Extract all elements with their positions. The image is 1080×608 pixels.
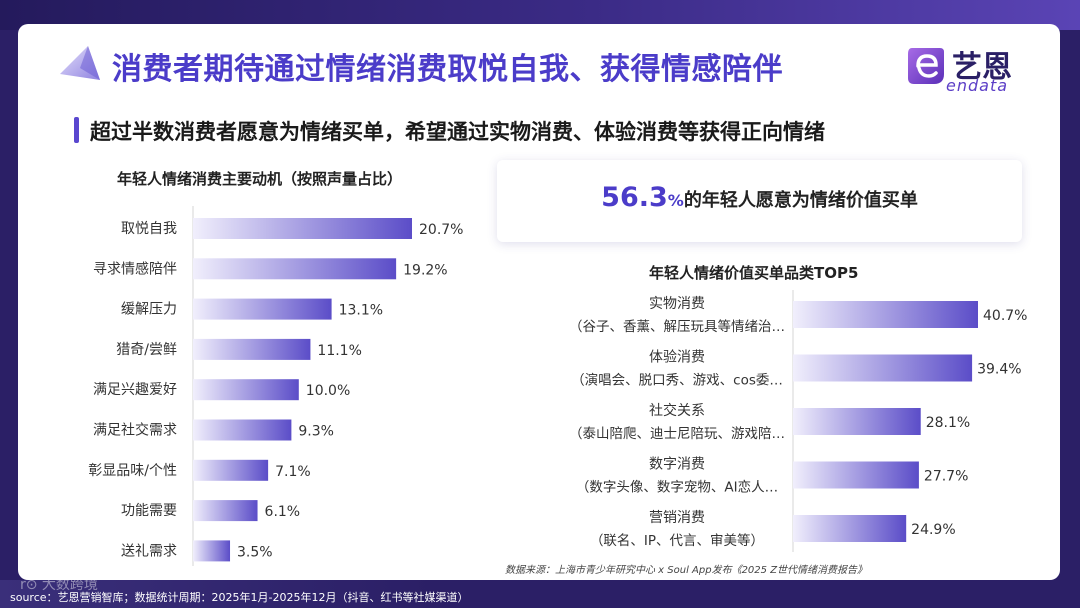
left-chart-bar — [193, 540, 231, 562]
bottom-background-band — [0, 580, 1080, 608]
highlight-box: 56.3%的年轻人愿意为情绪价值买单 — [497, 160, 1022, 242]
right-chart-value-label: 40.7% — [983, 308, 1027, 324]
left-chart-bar — [193, 218, 412, 239]
right-chart-value-label: 27.7% — [924, 469, 968, 485]
right-chart-value-label: 24.9% — [911, 522, 955, 538]
left-chart-bar — [193, 500, 258, 522]
left-chart-category-label: 功能需要 — [121, 503, 177, 519]
right-chart-bar — [793, 354, 973, 382]
left-chart-category-label: 猎奇/尝鲜 — [116, 341, 177, 358]
left-chart-value-label: 9.3% — [298, 424, 334, 440]
right-chart-title: 年轻人情绪价值买单品类TOP5 — [649, 264, 859, 282]
title-triangle-icon — [60, 46, 100, 80]
highlight-number: 56.3 — [601, 182, 668, 213]
right-chart-category-detail: （联名、IP、代言、审美等） — [590, 532, 764, 549]
right-chart-category-label: 体验消费 — [649, 350, 705, 366]
logo-english-text: endata — [946, 76, 1009, 95]
right-chart-category-label: 社交关系 — [649, 402, 705, 419]
left-chart-category-label: 取悦自我 — [121, 221, 177, 237]
right-chart-category-detail: （数字头像、数字宠物、AI恋人… — [576, 479, 778, 496]
left-chart-category-label: 满足兴趣爱好 — [93, 382, 177, 398]
left-chart-bar — [193, 419, 292, 441]
left-chart-value-label: 3.5% — [237, 544, 273, 560]
highlight-description: 的年轻人愿意为情绪价值买单 — [683, 190, 918, 211]
left-chart-value-label: 11.1% — [317, 343, 361, 359]
highlight-unit: % — [667, 191, 684, 210]
left-chart-bar — [193, 379, 299, 401]
right-chart-bar — [793, 461, 919, 489]
left-chart-bar — [193, 459, 269, 481]
right-chart-category-detail: （泰山陪爬、迪士尼陪玩、游戏陪… — [569, 426, 785, 442]
right-chart-bar — [793, 408, 921, 435]
left-chart-bar — [193, 338, 311, 360]
left-chart-value-label: 13.1% — [339, 303, 383, 319]
left-chart-bar — [193, 258, 397, 280]
left-chart-title: 年轻人情绪消费主要动机（按照声量占比） — [117, 170, 403, 188]
left-chart-bar — [193, 298, 332, 320]
right-chart-category-detail: （演唱会、脱口秀、游戏、cos委… — [571, 373, 783, 389]
left-chart-value-label: 7.1% — [275, 464, 311, 480]
left-chart-category-label: 彰显品味/个性 — [88, 462, 177, 479]
left-chart-category-label: 缓解压力 — [121, 302, 177, 318]
left-chart-category-label: 满足社交需求 — [93, 422, 177, 439]
footer-source: source：艺恩营销智库；数据统计周期：2025年1月-2025年12月（抖音… — [10, 591, 469, 604]
right-chart-value-label: 39.4% — [977, 362, 1021, 378]
subtitle: 超过半数消费者愿意为情绪买单，希望通过实物消费、体验消费等获得正向情绪 — [90, 120, 825, 144]
page-title: 消费者期待通过情绪消费取悦自我、获得情感陪伴 — [112, 52, 783, 87]
highlight-text: 56.3%的年轻人愿意为情绪价值买单 — [497, 182, 1022, 213]
right-chart-category-label: 实物消费 — [649, 296, 705, 312]
left-chart-category-label: 寻求情感陪伴 — [93, 260, 177, 277]
source-note: 数据来源：上海市青少年研究中心 x Soul App发布《2025 Z世代情绪消… — [505, 565, 868, 576]
left-chart-value-label: 10.0% — [306, 383, 350, 399]
right-chart-bar — [793, 301, 978, 328]
subtitle-accent-bar — [74, 117, 79, 143]
right-chart-bar — [793, 515, 907, 542]
right-chart-value-label: 28.1% — [926, 415, 970, 431]
logo-chinese-text: 艺恩 — [952, 50, 1012, 85]
left-chart-value-label: 6.1% — [265, 504, 301, 520]
right-chart-category-label: 数字消费 — [649, 457, 705, 473]
right-chart-category-label: 营销消费 — [649, 510, 705, 526]
left-chart-category-label: 送礼需求 — [121, 543, 177, 559]
brand-logo: 艺恩 endata — [906, 40, 1056, 98]
left-chart-value-label: 20.7% — [419, 222, 463, 238]
watermark: r⊙ 大数跨境 — [20, 577, 98, 593]
left-chart-value-label: 19.2% — [403, 262, 447, 278]
endata-e-logo-icon — [908, 48, 944, 84]
right-chart-category-detail: （谷子、香薰、解压玩具等情绪治… — [569, 318, 785, 335]
